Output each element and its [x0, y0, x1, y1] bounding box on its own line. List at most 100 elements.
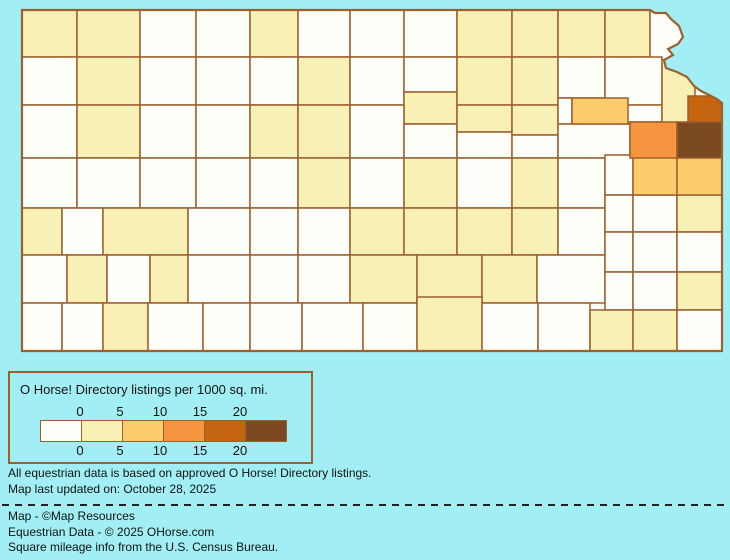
divider-dashed-line — [2, 504, 728, 506]
county-cell — [297, 254, 351, 304]
county-cell — [511, 104, 559, 136]
county-cell — [249, 254, 299, 304]
county-cell — [139, 104, 197, 159]
county-cell — [149, 254, 189, 304]
county-cell — [649, 10, 713, 63]
county-cell — [456, 104, 513, 133]
county-cell — [403, 56, 458, 93]
county-cell — [676, 154, 722, 196]
credit-equestrian-data: Equestrian Data - © 2025 OHorse.com — [8, 524, 215, 539]
county-cell — [604, 231, 634, 273]
county-cell — [511, 157, 559, 209]
county-cell — [632, 309, 678, 351]
credit-map-source: Map - ©Map Resources — [8, 509, 135, 523]
county-cell — [416, 254, 483, 304]
county-cell — [102, 302, 149, 351]
legend-swatch — [41, 421, 81, 441]
county-cell — [557, 157, 606, 209]
county-cell — [297, 104, 351, 159]
county-cell — [557, 207, 606, 256]
county-cell — [456, 56, 513, 106]
county-cell — [76, 157, 141, 209]
county-cell — [403, 10, 458, 58]
county-cell — [297, 10, 351, 58]
legend-tick-label: 5 — [116, 404, 124, 419]
county-cell — [349, 10, 405, 58]
county-cell — [66, 254, 108, 304]
legend-title: O Horse! Directory listings per 1000 sq.… — [20, 382, 268, 397]
legend-swatch — [204, 421, 245, 441]
county-cell — [139, 10, 197, 58]
legend-tick-label: 15 — [192, 404, 208, 419]
county-cell — [349, 157, 405, 209]
county-cell — [632, 271, 678, 311]
legend-swatch — [163, 421, 204, 441]
legend-color-ramp — [40, 420, 287, 442]
county-cell — [403, 123, 458, 159]
county-cell — [557, 10, 606, 58]
county-layer — [22, 10, 722, 351]
county-cell — [349, 56, 405, 106]
county-cell — [22, 302, 63, 351]
county-cell — [687, 95, 722, 124]
county-cell — [139, 157, 197, 209]
legend-swatch — [81, 421, 122, 441]
county-cell — [511, 10, 559, 58]
county-cell — [187, 207, 251, 256]
county-cell — [22, 157, 78, 209]
county-cell — [632, 231, 678, 273]
county-cell — [676, 121, 722, 159]
county-cell — [106, 254, 151, 304]
county-cell — [362, 302, 418, 351]
county-cell — [676, 194, 722, 233]
county-cell — [589, 309, 634, 351]
county-cell — [147, 302, 204, 351]
county-cell — [629, 121, 678, 159]
county-cell — [195, 157, 251, 209]
legend-tick-label: 20 — [232, 404, 248, 419]
county-cell — [349, 104, 405, 159]
county-cell — [22, 10, 78, 58]
county-cell — [249, 104, 299, 159]
county-cell — [195, 104, 251, 159]
county-cell — [676, 231, 722, 273]
credit-square-mileage: Square mileage info from the U.S. Census… — [8, 540, 279, 554]
county-cell — [297, 207, 351, 256]
county-cell — [456, 157, 513, 209]
kansas-choropleth-map — [20, 8, 724, 353]
county-cell — [676, 271, 722, 311]
legend-tick-label: 5 — [116, 443, 124, 458]
data-disclaimer-text: All equestrian data is based on approved… — [8, 466, 372, 480]
legend-tick-label: 10 — [152, 443, 168, 458]
county-cell — [403, 91, 458, 125]
county-cell — [61, 207, 104, 256]
county-cell — [511, 56, 559, 106]
legend-swatch — [122, 421, 163, 441]
county-cell — [22, 56, 78, 106]
county-cell — [604, 10, 651, 58]
county-cell — [571, 97, 629, 125]
county-cell — [604, 194, 634, 233]
county-cell — [403, 207, 458, 256]
county-cell — [632, 154, 678, 196]
county-cell — [297, 56, 351, 106]
county-cell — [604, 154, 634, 196]
county-cell — [676, 309, 722, 351]
county-cell — [249, 207, 299, 256]
map-credits: Map - ©Map Resources Equestrian Data - ©… — [8, 509, 278, 556]
county-cell — [139, 56, 197, 106]
county-cell — [537, 302, 591, 351]
legend-tick-label: 20 — [232, 443, 248, 458]
county-cell — [202, 302, 251, 351]
county-cell — [187, 254, 251, 304]
county-cell — [456, 10, 513, 58]
county-cell — [195, 10, 251, 58]
county-cell — [61, 302, 104, 351]
county-cell — [22, 104, 78, 159]
state-outline — [20, 8, 724, 353]
county-cell — [349, 207, 405, 256]
county-cell — [76, 104, 141, 159]
county-cell — [557, 97, 573, 125]
county-cell — [102, 207, 189, 256]
